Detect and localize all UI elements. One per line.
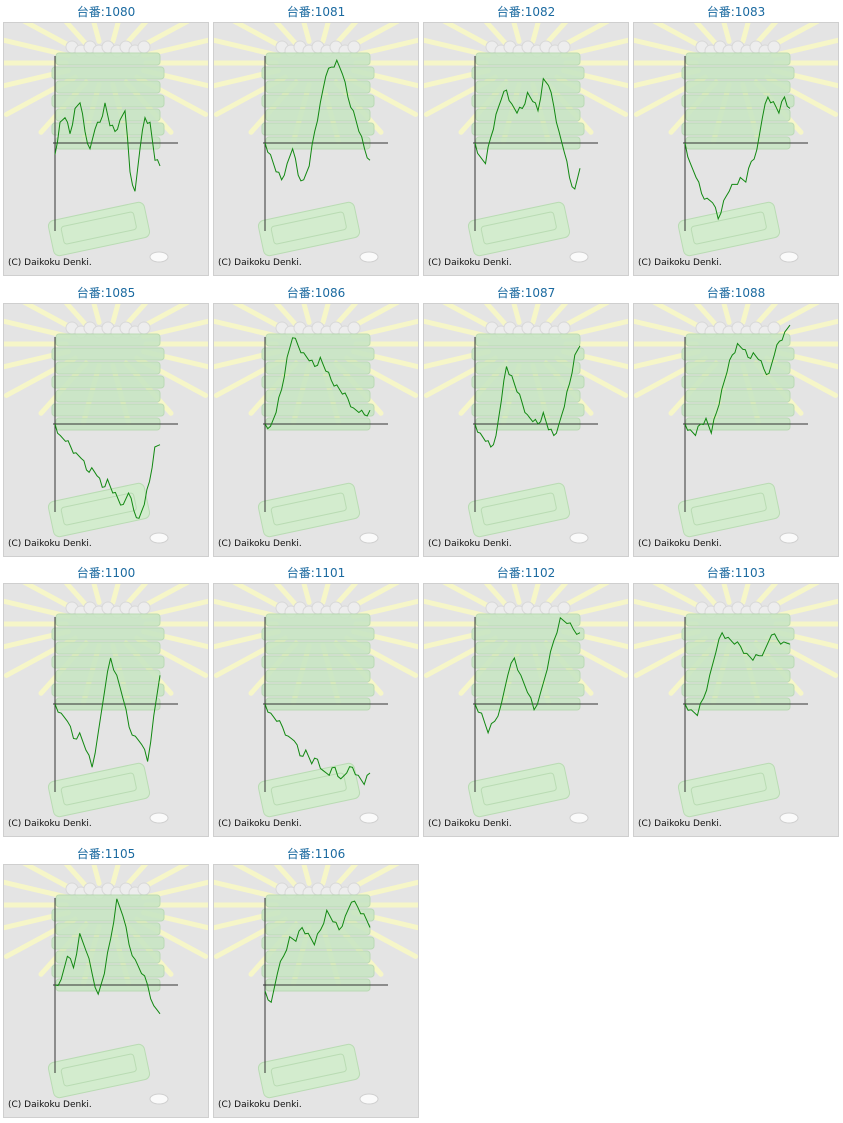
machine-chart: 台番:1086 (C) Daikoku Denki.	[213, 281, 419, 561]
copyright-text: (C) Daikoku Denki.	[218, 258, 302, 268]
chart-title[interactable]: 台番:1080	[76, 5, 136, 19]
copyright-text: (C) Daikoku Denki.	[218, 538, 302, 549]
chart-title[interactable]: 台番:1086	[286, 285, 346, 300]
copyright-text: (C) Daikoku Denki.	[428, 538, 512, 549]
chart-svg	[4, 303, 208, 543]
chart-title[interactable]: 台番:1085	[76, 285, 136, 300]
series-line	[264, 58, 371, 182]
machine-chart: 台番:1100 (C) Daikoku Denki.	[3, 561, 209, 841]
copyright-text: (C) Daikoku Denki.	[8, 819, 92, 829]
machine-chart: 台番:1085 (C) Daikoku Denki.	[3, 281, 209, 561]
chart-panel: (C) Daikoku Denki.	[633, 302, 839, 557]
copyright-text: (C) Daikoku Denki.	[218, 1099, 302, 1110]
chart-panel: (C) Daikoku Denki.	[213, 583, 419, 837]
background-art	[214, 864, 418, 1104]
series-line	[474, 616, 581, 735]
chart-title[interactable]: 台番:1105	[76, 846, 136, 861]
background-art	[424, 303, 628, 543]
series-line	[264, 336, 371, 429]
chart-title[interactable]: 台番:1106	[286, 846, 346, 861]
series-line	[684, 631, 791, 717]
copyright-text: (C) Daikoku Denki.	[638, 538, 722, 549]
series-line	[54, 423, 161, 519]
copyright-text: (C) Daikoku Denki.	[428, 819, 512, 829]
chart-title[interactable]: 台番:1082	[496, 5, 556, 19]
chart-svg	[214, 864, 418, 1104]
background-art	[634, 303, 838, 543]
machine-chart: 台番:1081 (C) Daikoku Denki.	[213, 0, 419, 280]
machine-chart: 台番:1087 (C) Daikoku Denki.	[423, 281, 629, 561]
machine-chart: 台番:1088 (C) Daikoku Denki.	[633, 281, 839, 561]
chart-panel: (C) Daikoku Denki.	[213, 22, 419, 276]
series-line	[474, 77, 581, 190]
background-art	[4, 584, 208, 824]
background-art	[4, 303, 208, 543]
chart-svg	[424, 303, 628, 543]
series-line	[54, 101, 161, 192]
chart-svg	[4, 864, 208, 1104]
chart-panel: (C) Daikoku Denki.	[633, 22, 839, 276]
chart-svg	[634, 303, 838, 543]
chart-svg	[4, 23, 208, 263]
series-line	[54, 657, 161, 768]
series-line	[264, 899, 371, 1003]
chart-panel: (C) Daikoku Denki.	[213, 863, 419, 1118]
chart-svg	[214, 23, 418, 263]
series-line	[474, 345, 581, 448]
background-art	[634, 23, 838, 263]
background-art	[214, 303, 418, 543]
chart-title[interactable]: 台番:1083	[706, 5, 766, 19]
copyright-text: (C) Daikoku Denki.	[638, 258, 722, 268]
chart-panel: (C) Daikoku Denki.	[3, 22, 209, 276]
chart-panel: (C) Daikoku Denki.	[633, 583, 839, 837]
chart-svg	[634, 584, 838, 824]
chart-panel: (C) Daikoku Denki.	[3, 583, 209, 837]
chart-svg	[424, 23, 628, 263]
chart-svg	[4, 584, 208, 824]
copyright-text: (C) Daikoku Denki.	[8, 538, 92, 549]
machine-chart: 台番:1105 (C) Daikoku Denki.	[3, 842, 209, 1122]
copyright-text: (C) Daikoku Denki.	[218, 819, 302, 829]
copyright-text: (C) Daikoku Denki.	[8, 1099, 92, 1110]
chart-panel: (C) Daikoku Denki.	[423, 583, 629, 837]
chart-title[interactable]: 台番:1100	[76, 566, 136, 580]
chart-panel: (C) Daikoku Denki.	[213, 302, 419, 557]
copyright-text: (C) Daikoku Denki.	[638, 819, 722, 829]
series-line	[684, 324, 791, 437]
background-art	[4, 864, 208, 1104]
chart-title[interactable]: 台番:1088	[706, 285, 766, 300]
chart-panel: (C) Daikoku Denki.	[423, 302, 629, 557]
chart-panel: (C) Daikoku Denki.	[3, 863, 209, 1118]
background-art	[4, 23, 208, 263]
copyright-text: (C) Daikoku Denki.	[8, 258, 92, 268]
chart-svg	[214, 584, 418, 824]
machine-chart: 台番:1106 (C) Daikoku Denki.	[213, 842, 419, 1122]
series-line	[264, 703, 371, 786]
chart-title[interactable]: 台番:1103	[706, 566, 766, 580]
background-art	[424, 23, 628, 263]
chart-svg	[424, 584, 628, 824]
series-line	[684, 95, 791, 221]
chart-title[interactable]: 台番:1081	[286, 5, 346, 19]
machine-chart: 台番:1102 (C) Daikoku Denki.	[423, 561, 629, 841]
chart-panel: (C) Daikoku Denki.	[423, 22, 629, 276]
background-art	[214, 23, 418, 263]
chart-title[interactable]: 台番:1087	[496, 285, 556, 300]
chart-title[interactable]: 台番:1101	[286, 566, 346, 580]
chart-title[interactable]: 台番:1102	[496, 566, 556, 580]
chart-svg	[634, 23, 838, 263]
chart-svg	[214, 303, 418, 543]
copyright-text: (C) Daikoku Denki.	[428, 258, 512, 268]
machine-chart: 台番:1101 (C) Daikoku Denki.	[213, 561, 419, 841]
chart-panel: (C) Daikoku Denki.	[3, 302, 209, 557]
machine-chart: 台番:1082 (C) Daikoku Denki.	[423, 0, 629, 280]
machine-chart: 台番:1103 (C) Daikoku Denki.	[633, 561, 839, 841]
background-art	[214, 584, 418, 824]
machine-chart: 台番:1083 (C) Daikoku Denki.	[633, 0, 839, 280]
series-line	[54, 898, 161, 1014]
machine-chart: 台番:1080 (C) Daikoku Denki.	[3, 0, 209, 280]
